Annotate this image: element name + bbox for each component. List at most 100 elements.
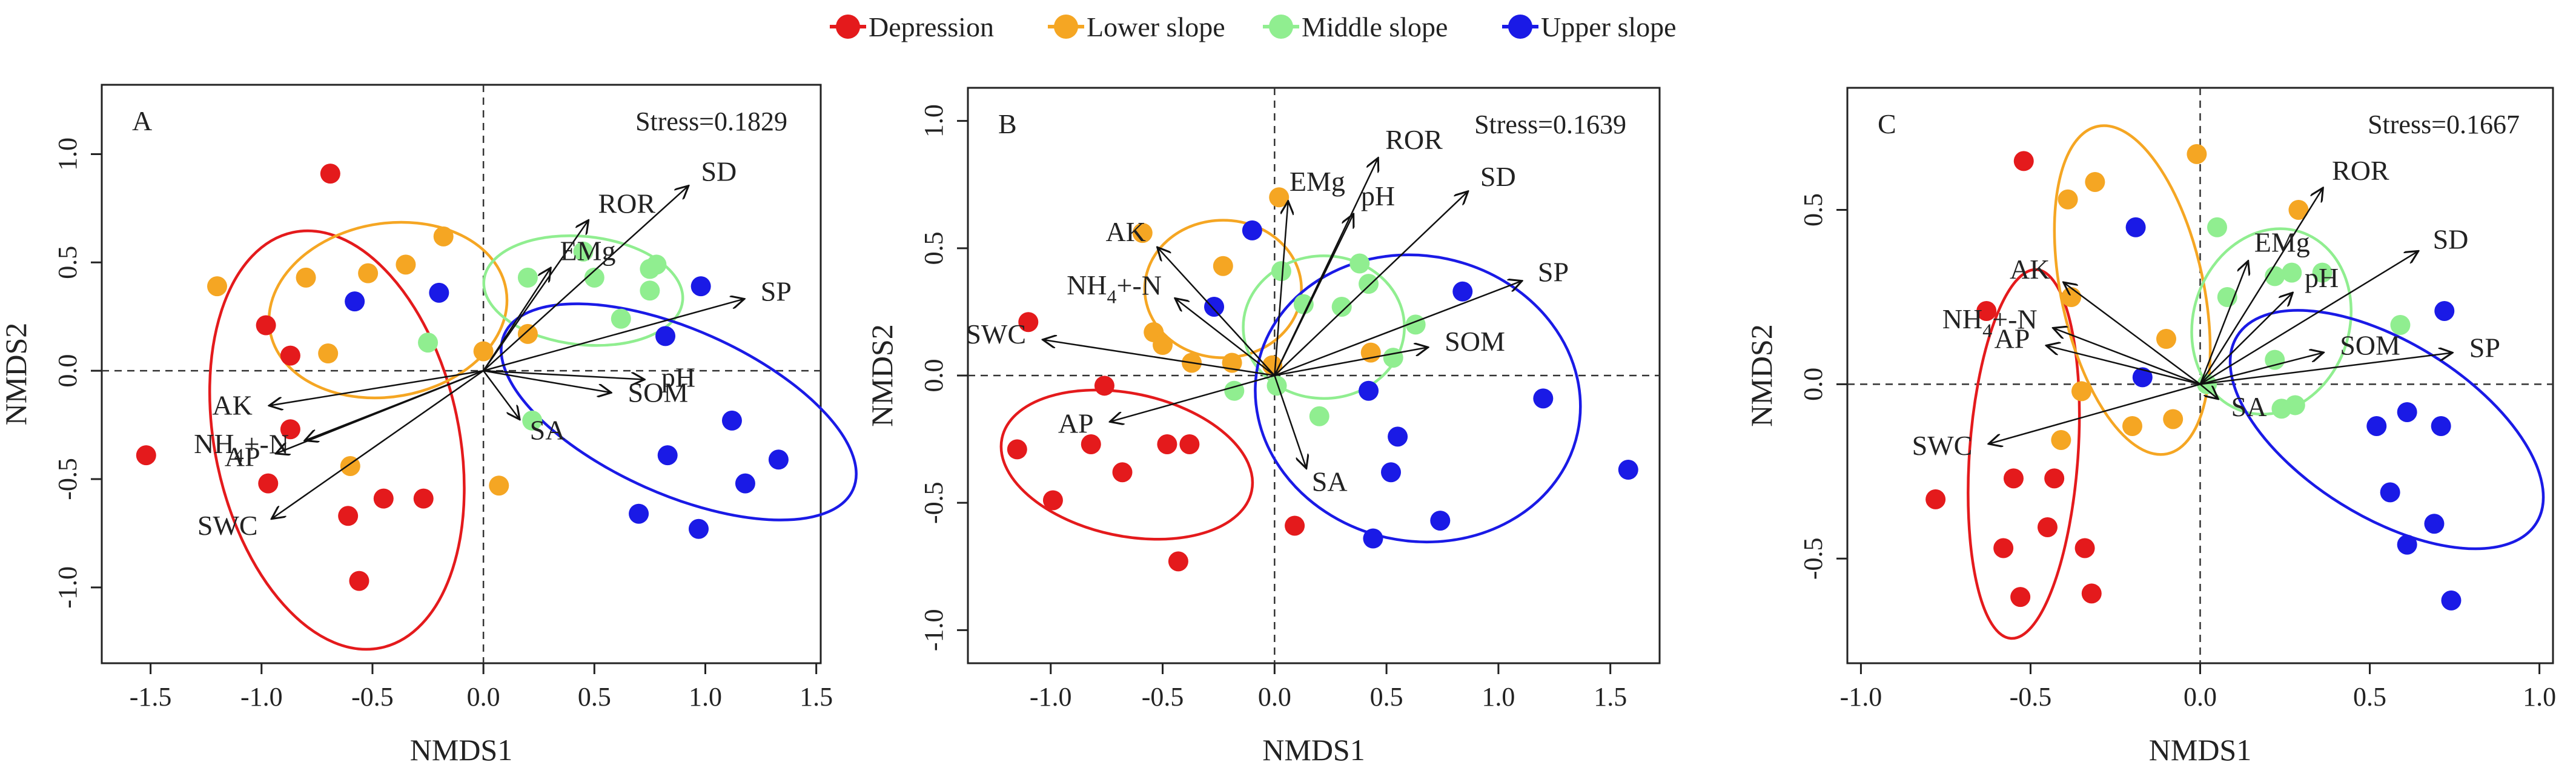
- point-upper-slope: [2441, 590, 2462, 611]
- vector-label: EMg: [560, 235, 615, 266]
- point-upper-slope: [2397, 402, 2417, 422]
- point-depression: [280, 419, 300, 440]
- vector-label: AP: [1058, 408, 1094, 439]
- x-tick-label: -1.0: [1840, 682, 1882, 712]
- point-lower-slope: [2058, 189, 2078, 210]
- point-upper-slope: [345, 291, 365, 312]
- vector-label: ROR: [2332, 155, 2389, 186]
- series-upper-slope: [345, 276, 789, 539]
- vector-arrow: [483, 299, 743, 372]
- y-tick-label: 0.0: [53, 354, 82, 388]
- point-depression: [258, 473, 279, 494]
- ellipse-upper-slope: [500, 302, 858, 521]
- stress-value: Stress=0.1829: [635, 107, 787, 136]
- vector-label: AP: [1995, 323, 2030, 354]
- vector-ror: ROR: [1274, 124, 1443, 376]
- vector-ap: AP: [1995, 323, 2200, 385]
- point-depression: [349, 571, 369, 591]
- point-upper-slope: [2366, 415, 2387, 436]
- legend-marker: [1508, 15, 1532, 39]
- point-depression: [2074, 538, 2095, 558]
- vector-arrow: [1274, 192, 1467, 376]
- vector-sp: SP: [483, 276, 792, 372]
- point-depression: [2081, 583, 2102, 604]
- vector-arrow: [2200, 353, 2451, 385]
- vector-ph: pH: [2199, 262, 2339, 385]
- point-depression: [1925, 489, 1946, 509]
- vector-arrow: [273, 370, 484, 518]
- point-lower-slope: [2085, 171, 2105, 192]
- point-middle-slope: [1293, 294, 1314, 314]
- x-tick-label: 0.0: [1258, 682, 1291, 712]
- point-depression: [1042, 490, 1063, 511]
- panels: -1.5 -1.0 -0.5 0.0 0.5 1.0 1.5 -1.0 -0.5 0.0 0.5 1.…: [0, 84, 2556, 767]
- x-tick-label: -1.0: [1030, 682, 1072, 712]
- vector-label: AK: [1105, 216, 1145, 247]
- legend-item-depression: Depression: [830, 12, 994, 42]
- vector-som: SOM: [2200, 330, 2400, 385]
- vector-ak: AK: [2010, 254, 2201, 385]
- point-depression: [1018, 312, 1039, 333]
- point-upper-slope: [2397, 534, 2417, 555]
- vector-sa: SA: [2199, 383, 2266, 422]
- point-lower-slope: [1132, 223, 1153, 243]
- point-lower-slope: [2288, 200, 2309, 220]
- point-middle-slope: [1383, 348, 1403, 368]
- legend-item-upper-slope: Upper slope: [1502, 12, 1677, 42]
- point-lower-slope: [473, 341, 494, 362]
- vector-emg: EMg: [1274, 166, 1345, 376]
- x-tick-label: -1.5: [130, 682, 172, 712]
- point-middle-slope: [2285, 395, 2305, 415]
- vector-emg: EMg: [2199, 227, 2310, 385]
- legend-marker: [836, 15, 860, 39]
- vector-ror: ROR: [483, 188, 655, 371]
- vector-ap: AP: [1058, 374, 1275, 439]
- point-lower-slope: [433, 226, 454, 247]
- point-depression: [1976, 300, 1997, 321]
- point-lower-slope: [207, 276, 228, 297]
- point-upper-slope: [2380, 482, 2400, 503]
- point-upper-slope: [1363, 528, 1383, 549]
- panel-c: -1.0 -0.5 0.0 0.5 1.0 -0.5 0.0 0.5 NMDS1 NMDS2 C St…: [1744, 87, 2556, 767]
- vector-label: SWC: [197, 510, 258, 541]
- vector-ap: AP: [225, 369, 484, 472]
- point-middle-slope: [1266, 376, 1287, 396]
- vector-ph: pH: [483, 362, 695, 393]
- ellipse-lower-slope: [1143, 219, 1303, 359]
- y-tick-label: -1.0: [53, 566, 82, 609]
- point-upper-slope: [1204, 297, 1225, 317]
- point-depression: [413, 488, 434, 509]
- point-middle-slope: [1349, 253, 1370, 274]
- x-tick-label: -0.5: [351, 682, 394, 712]
- panel-a: -1.5 -1.0 -0.5 0.0 0.5 1.0 1.5 -1.0 -0.5 0.0 0.5 1.…: [0, 84, 858, 767]
- vector-arrow: [2055, 328, 2200, 385]
- point-upper-slope: [721, 410, 742, 431]
- vector-label: EMg: [1290, 166, 1345, 197]
- x-axis-title: NMDS1: [1262, 733, 1365, 767]
- point-lower-slope: [1213, 256, 1233, 276]
- point-middle-slope: [2282, 262, 2302, 283]
- y-tick-label: -1.0: [919, 609, 949, 652]
- point-upper-slope: [690, 276, 711, 297]
- ellipse-lower-slope: [2053, 124, 2212, 456]
- x-tick-label: 0.5: [578, 682, 611, 712]
- vector-arrow: [1176, 299, 1276, 376]
- vector-arrow: [2199, 252, 2417, 385]
- legend: Depression Lower slope Middle slope Upper s…: [830, 12, 1677, 42]
- legend-marker: [1054, 15, 1078, 39]
- legend-item-lower-slope: Lower slope: [1048, 12, 1225, 42]
- y-axis-title: NMDS2: [0, 323, 33, 425]
- y-tick-label: 0.5: [1798, 193, 1828, 227]
- legend-label: Depression: [869, 12, 994, 42]
- vector-label: SP: [761, 276, 792, 307]
- x-tick-label: 1.0: [2523, 682, 2556, 712]
- vector-sd: SD: [483, 156, 737, 372]
- point-middle-slope: [1224, 380, 1245, 401]
- stress-value: Stress=0.1639: [1474, 110, 1626, 139]
- point-middle-slope: [2312, 262, 2333, 283]
- point-lower-slope: [2071, 381, 2091, 402]
- x-tick-label: -0.5: [1142, 682, 1184, 712]
- vector-label: pH: [1361, 180, 1395, 211]
- vector-arrow: [2199, 262, 2248, 385]
- x-tick-label: 0.0: [2184, 682, 2217, 712]
